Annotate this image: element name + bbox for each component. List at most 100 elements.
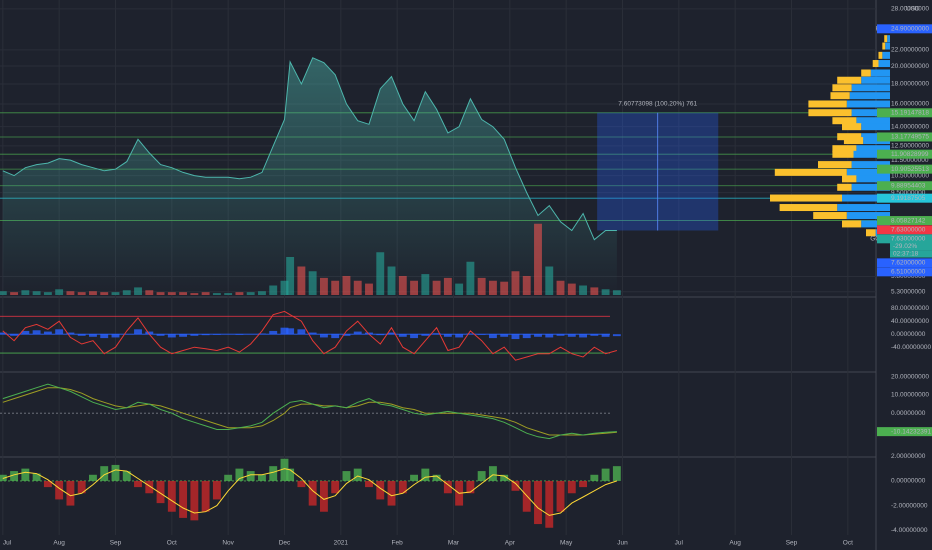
histogram-bar [100,466,109,481]
price-badge [877,149,932,159]
volume-bar [511,271,520,295]
volume-bar [365,283,373,295]
y-tick-label: 40.00000000 [891,318,929,325]
volume-bar [579,285,588,295]
histogram-bar [421,468,430,481]
series-line [2,383,617,440]
histogram-bar [10,334,19,336]
y-tick-label: 12.50000000 [891,143,929,150]
histogram-bar [319,480,328,512]
price-badge [877,164,932,174]
x-tick-label: Oct [843,540,853,547]
profile-up [885,42,890,50]
histogram-bar [534,334,542,337]
y-tick-label: 80.00000000 [891,305,929,312]
histogram-bar [398,334,407,337]
y-tick-label: 18.00000000 [891,81,929,88]
histogram-bar [421,334,430,336]
x-tick-label: Mar [448,540,460,547]
volume-bar [179,292,188,295]
price-badge-label: 24.90000000 [891,26,929,33]
tag-extra-box [890,242,932,251]
histogram-bar [190,480,199,521]
histogram-bar [145,331,154,335]
price-badge [877,258,932,268]
y-tick-label: 20.00000000 [891,63,929,70]
volume-bar [432,280,441,295]
volume-bar [258,291,266,295]
profile-down [832,150,854,158]
histogram-bar [167,480,176,512]
histogram-bar [32,330,41,335]
price-badge [877,267,932,277]
profile-down [808,109,852,117]
volume-bar [269,285,278,295]
profile-down [837,133,862,141]
histogram-bar [224,474,233,481]
y-tick-label: 14.00000000 [891,123,929,130]
histogram-bar [488,334,497,339]
histogram-bar [111,464,120,481]
y-tick-label: 22.00000000 [891,47,929,54]
histogram-bar [156,334,165,336]
price-badge-label: 6.51000000 [891,269,926,276]
volume-bar [77,292,86,295]
volume-bar [55,289,64,295]
price-badge-label: 9.19187505 [891,195,926,202]
y-tick-label: 10.50000000 [891,172,929,179]
volume-bar [376,252,385,295]
tag-extra: 02:37:18 [893,251,919,258]
price-badge [877,427,932,437]
profile-up [851,161,890,169]
profile-down [774,168,847,176]
histogram-bar [601,334,610,337]
histogram-bar [235,334,244,335]
histogram-bar [443,334,452,337]
volume-bar [122,290,131,295]
volume-bar [10,292,19,295]
volume-bar [134,287,142,295]
profile-down [830,92,850,100]
histogram-bar [111,334,120,338]
volume-bar [545,266,554,295]
histogram-bar [297,329,306,335]
volume-bar [612,290,621,295]
histogram-bar [308,332,317,335]
histogram-bar [365,480,373,488]
volume-bar [32,291,41,295]
profile-down [882,42,886,50]
y-tick-label: -2.00000000 [891,502,928,509]
volume-bar [66,291,75,295]
histogram-bar [432,333,441,335]
profile-up [870,69,890,77]
histogram-bar [235,468,244,481]
x-tick-label: Dec [279,540,291,547]
profile-down [872,60,879,68]
histogram-bar [511,334,520,340]
profile-up [851,109,890,117]
histogram-bar [212,334,221,335]
y-tick-label: 20.00000000 [891,374,929,381]
volume-bar [297,266,306,295]
series-line [2,57,617,241]
price-badge-label: 13.17749575 [891,134,929,141]
histogram-bar [190,334,199,336]
histogram-bar [443,480,452,494]
y-tick-label: 9.50000000 [891,189,926,196]
histogram-bar [511,480,520,491]
profile-down [832,84,852,92]
profile-down [884,35,888,43]
volume-bar [398,276,407,295]
volume-bar [488,280,497,295]
histogram-bar [376,334,385,336]
histogram-bar [89,334,97,337]
x-tick-label: Apr [505,540,516,547]
histogram-bar [134,480,142,488]
histogram-bar [77,480,86,494]
histogram-bar [77,334,86,336]
y-tick-label: 10.00000000 [891,392,929,399]
profile-down [843,137,864,145]
histogram-bar [21,468,30,481]
currency: USD [906,6,920,13]
